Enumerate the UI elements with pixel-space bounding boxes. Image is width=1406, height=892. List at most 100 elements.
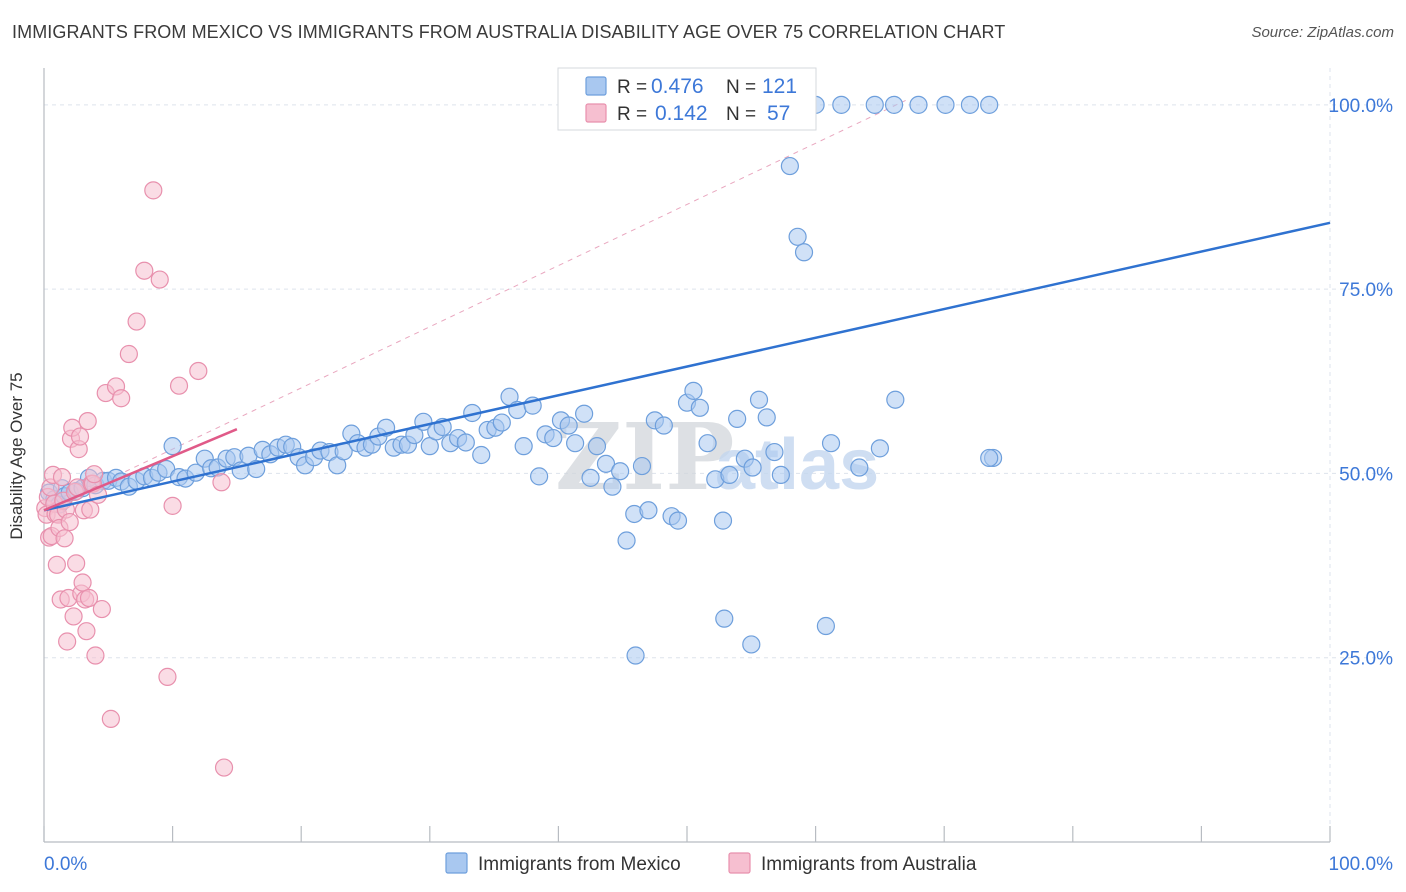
point-mexico: [865, 95, 884, 114]
point-australia: [85, 465, 104, 484]
y-axis-title: Disability Age Over 75: [7, 372, 26, 540]
point-mexico: [850, 458, 869, 477]
point-mexico: [456, 433, 475, 452]
tick-labels: 25.0% 50.0% 75.0% 100.0% 0.0% 100.0%: [44, 96, 1393, 875]
point-australia: [73, 573, 92, 592]
point-mexico: [559, 416, 578, 435]
point-australia: [214, 758, 234, 777]
point-mexico: [626, 646, 645, 665]
point-mexico: [492, 413, 511, 432]
point-mexico: [886, 390, 905, 409]
point-mexico: [617, 531, 636, 550]
point-mexico: [544, 428, 563, 448]
y-tick-label: 25.0%: [1339, 649, 1393, 670]
legend-bottom: Immigrants from Mexico Immigrants from A…: [445, 852, 977, 875]
point-australia: [127, 312, 146, 331]
point-australia: [64, 607, 83, 626]
point-australia: [189, 361, 208, 381]
legend-n-value-mexico: 121: [762, 75, 797, 98]
point-mexico: [632, 456, 652, 476]
trend-line-mexico: [43, 221, 1331, 512]
y-axis-title-wrap: Disability Age Over 75: [7, 372, 27, 539]
point-mexico: [654, 416, 673, 435]
point-australia: [92, 599, 111, 619]
point-australia: [150, 270, 169, 289]
point-mexico: [742, 635, 761, 654]
point-mexico: [698, 434, 717, 453]
point-mexico: [530, 467, 549, 486]
trend-line-australia: [43, 428, 238, 512]
point-mexico: [816, 616, 835, 636]
point-mexico: [575, 404, 594, 423]
point-mexico: [757, 408, 776, 427]
point-mexico: [765, 442, 784, 462]
legend-r-label-australia: R =: [617, 104, 647, 125]
point-mexico: [596, 454, 616, 473]
point-mexico: [884, 95, 904, 114]
legend-r-value-mexico: 0.476: [651, 75, 704, 98]
legend-top: R = 0.476 N = 121 R = 0.142 N = 57: [557, 67, 817, 131]
chart-title: IMMIGRANTS FROM MEXICO VS IMMIGRANTS FRO…: [12, 22, 1006, 42]
point-australia: [67, 554, 86, 573]
point-australia: [135, 261, 154, 280]
legend-bottom-label-mexico: Immigrants from Mexico: [478, 854, 681, 875]
point-mexico: [794, 243, 814, 262]
point-mexico: [157, 459, 176, 479]
point-australia: [101, 709, 120, 728]
point-australia: [169, 376, 189, 395]
point-mexico: [960, 95, 980, 114]
point-mexico: [713, 511, 733, 530]
point-mexico: [690, 398, 709, 417]
legend-bottom-swatch-mexico: [445, 852, 468, 874]
legend-r-value-australia: 0.142: [655, 102, 708, 125]
point-mexico: [749, 390, 769, 409]
point-mexico: [611, 462, 630, 481]
point-australia: [77, 622, 96, 641]
point-mexico: [684, 381, 703, 400]
point-australia: [79, 588, 99, 608]
point-mexico: [472, 445, 491, 465]
point-mexico: [581, 468, 600, 487]
x-tick-label-max: 100.0%: [1329, 854, 1394, 875]
point-australia: [60, 512, 79, 532]
point-mexico: [603, 477, 622, 496]
point-australia: [52, 468, 72, 487]
point-mexico: [566, 434, 585, 453]
point-mexico: [980, 448, 999, 468]
point-mexico: [771, 465, 790, 485]
point-mexico: [832, 95, 851, 114]
point-mexico: [514, 437, 533, 456]
point-mexico: [639, 501, 658, 520]
point-australia: [47, 555, 66, 574]
point-australia: [163, 496, 182, 515]
point-mexico: [780, 156, 799, 176]
point-australia: [86, 646, 105, 665]
point-mexico: [163, 437, 182, 456]
point-australia: [70, 427, 90, 446]
legend-n-label-mexico: N =: [726, 77, 756, 98]
point-mexico: [715, 609, 734, 628]
y-tick-label: 75.0%: [1339, 280, 1393, 301]
point-australia: [55, 529, 74, 548]
point-australia: [158, 667, 177, 686]
point-australia: [78, 411, 97, 431]
legend-bottom-swatch-australia: [728, 852, 751, 874]
legend-swatch-australia: [585, 103, 607, 123]
legend-swatch-mexico: [585, 76, 607, 96]
point-australia: [112, 389, 131, 408]
point-australia: [212, 473, 231, 492]
point-mexico: [870, 439, 890, 458]
point-mexico: [821, 434, 841, 453]
y-tick-label: 100.0%: [1329, 96, 1394, 117]
point-mexico: [587, 437, 607, 456]
chart-source: Source: ZipAtlas.com: [1251, 24, 1394, 41]
trend-lines: [43, 221, 1331, 512]
legend-n-label-australia: N =: [726, 104, 756, 125]
point-australia: [119, 344, 138, 364]
point-mexico: [980, 95, 999, 114]
point-mexico: [909, 95, 928, 114]
point-mexico: [743, 458, 762, 477]
point-mexico: [668, 511, 688, 530]
y-tick-label: 50.0%: [1339, 464, 1393, 485]
